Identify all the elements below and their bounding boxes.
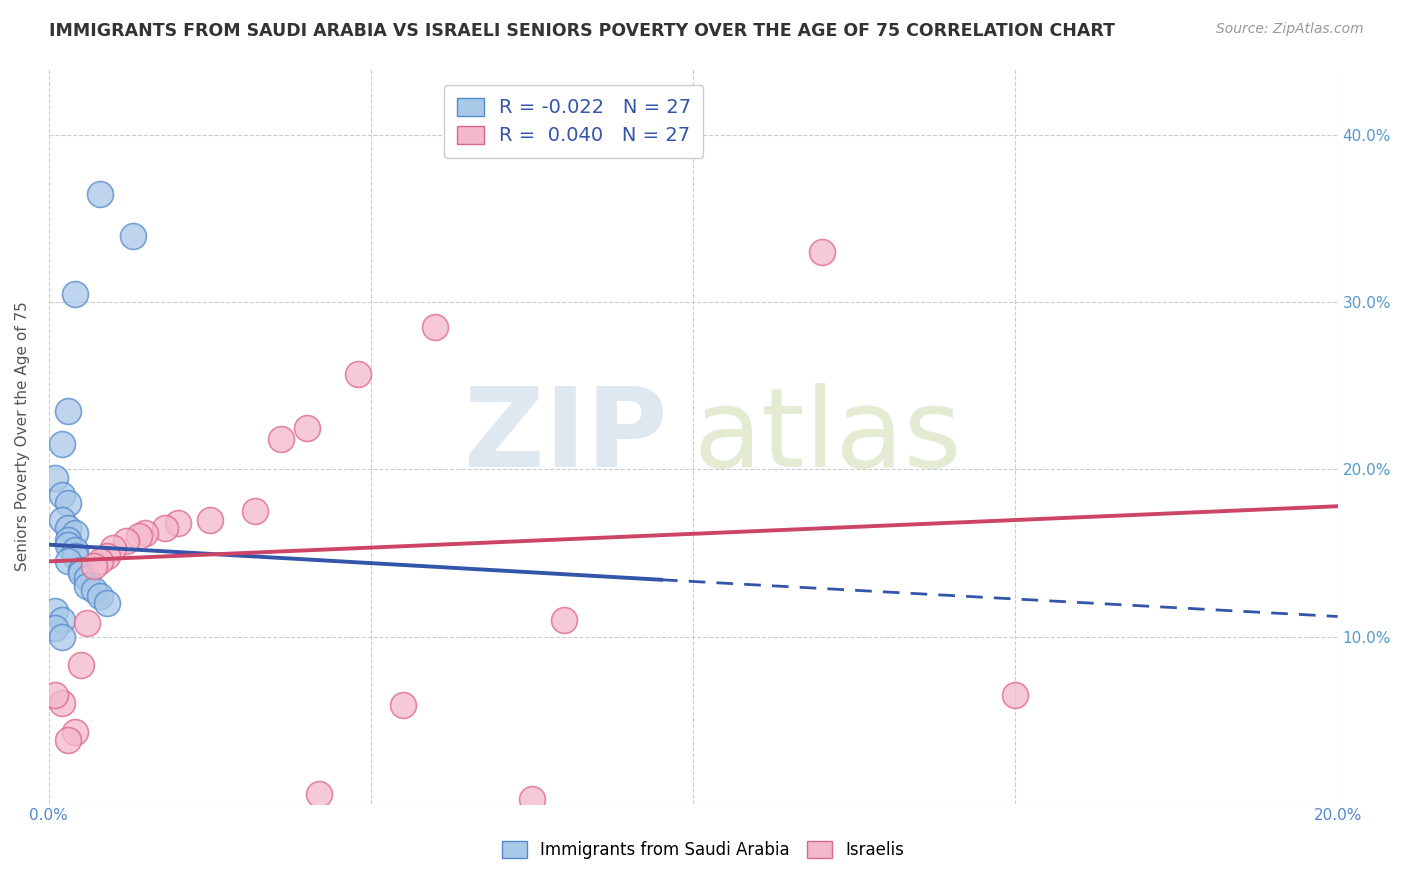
Point <box>44 688 66 702</box>
Point <box>51 630 73 644</box>
Point <box>96 549 118 564</box>
Point <box>115 534 138 549</box>
Point <box>295 421 318 435</box>
Point <box>51 513 73 527</box>
Point <box>56 404 79 418</box>
Legend: R = -0.022   N = 27, R =  0.040   N = 27: R = -0.022 N = 27, R = 0.040 N = 27 <box>444 85 703 158</box>
Point <box>51 487 73 501</box>
Text: IMMIGRANTS FROM SAUDI ARABIA VS ISRAELI SENIORS POVERTY OVER THE AGE OF 75 CORRE: IMMIGRANTS FROM SAUDI ARABIA VS ISRAELI … <box>49 22 1115 40</box>
Point <box>63 724 86 739</box>
Point <box>153 521 176 535</box>
Point <box>56 533 79 547</box>
Point <box>56 521 79 535</box>
Point <box>76 571 98 585</box>
Point <box>44 621 66 635</box>
Point <box>70 566 93 580</box>
Point <box>128 529 150 543</box>
Text: atlas: atlas <box>693 383 962 490</box>
Point <box>96 596 118 610</box>
Point <box>392 698 415 712</box>
Point <box>270 433 292 447</box>
Point <box>56 538 79 552</box>
Point <box>811 245 834 260</box>
Point <box>134 525 156 540</box>
Point <box>425 320 447 334</box>
Point <box>89 590 111 604</box>
Point <box>44 471 66 485</box>
Point <box>553 613 575 627</box>
Point <box>1004 688 1026 702</box>
Text: ZIP: ZIP <box>464 383 668 490</box>
Point <box>44 605 66 619</box>
Point <box>89 554 111 568</box>
Point <box>70 563 93 577</box>
Point <box>63 549 86 564</box>
Point <box>103 541 125 555</box>
Point <box>76 616 98 631</box>
Point <box>51 613 73 627</box>
Point <box>63 287 86 301</box>
Point <box>51 697 73 711</box>
Point <box>83 559 105 574</box>
Point <box>51 437 73 451</box>
Point <box>121 228 143 243</box>
Point <box>76 579 98 593</box>
Point <box>520 791 543 805</box>
Legend: Immigrants from Saudi Arabia, Israelis: Immigrants from Saudi Arabia, Israelis <box>495 834 911 866</box>
Text: Source: ZipAtlas.com: Source: ZipAtlas.com <box>1216 22 1364 37</box>
Point <box>243 504 266 518</box>
Point <box>56 733 79 747</box>
Y-axis label: Seniors Poverty Over the Age of 75: Seniors Poverty Over the Age of 75 <box>15 301 30 571</box>
Point <box>166 516 188 530</box>
Point <box>347 368 370 382</box>
Point <box>70 657 93 672</box>
Point <box>308 787 330 801</box>
Point <box>63 542 86 557</box>
Point <box>56 496 79 510</box>
Point <box>89 186 111 201</box>
Point <box>198 513 221 527</box>
Point <box>83 582 105 597</box>
Point <box>63 525 86 540</box>
Point <box>56 554 79 568</box>
